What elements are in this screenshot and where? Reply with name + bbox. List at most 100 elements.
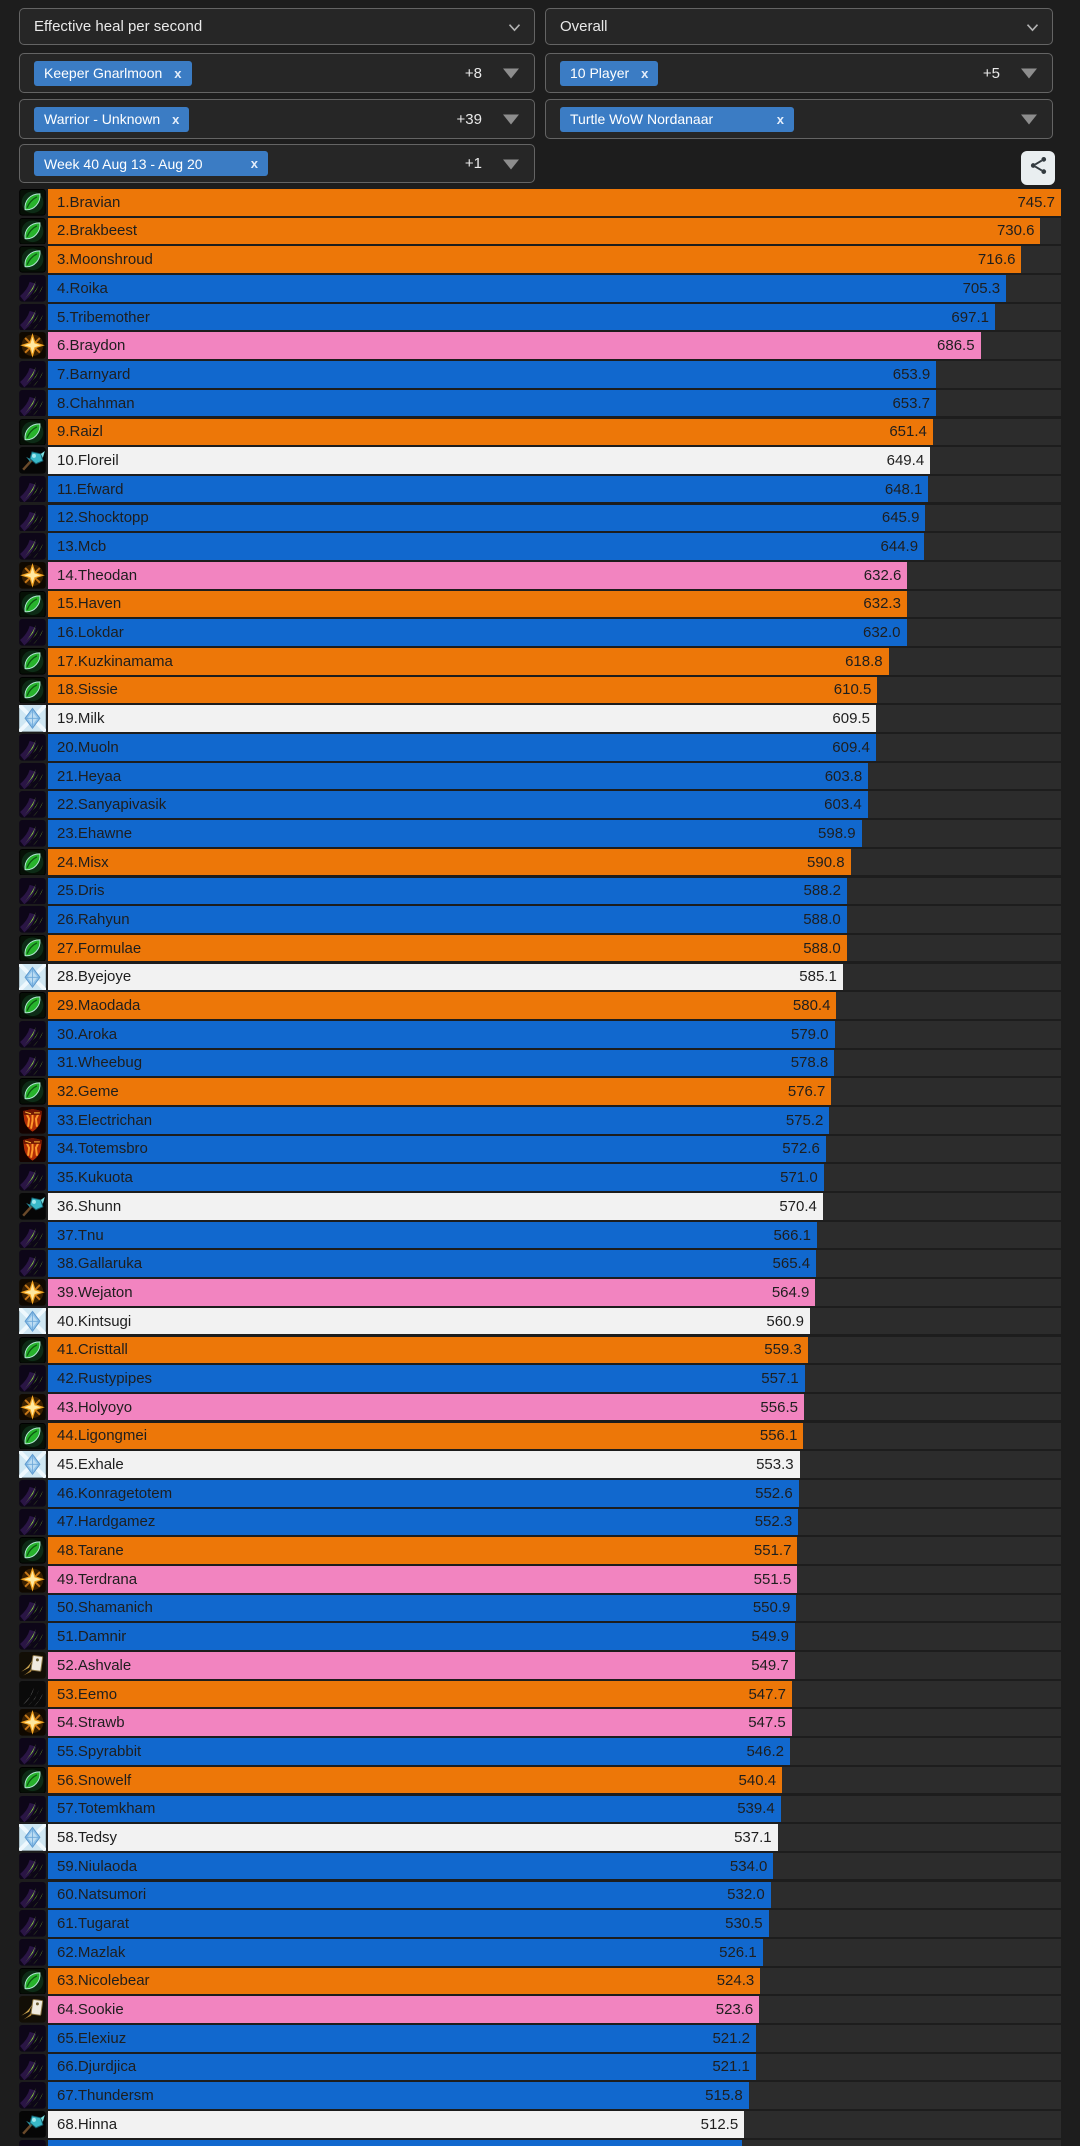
- leaderboard-row[interactable]: 63.Nicolebear 524.3: [0, 1967, 1080, 1995]
- leaderboard-row[interactable]: 45.Exhale 553.3: [0, 1451, 1080, 1478]
- leaderboard-row[interactable]: 39.Wejaton 564.9: [0, 1279, 1080, 1306]
- dropdown-arrow-icon[interactable]: [503, 159, 519, 169]
- remove-tag-icon[interactable]: x: [172, 111, 180, 127]
- leaderboard-row[interactable]: 46.Konragetotem 552.6: [0, 1479, 1080, 1507]
- leaderboard-row[interactable]: 56.Snowelf 540.4: [0, 1766, 1080, 1794]
- leaderboard-row[interactable]: 66.Djurdjica 521.1: [0, 2053, 1080, 2081]
- filter-tag-raid-size[interactable]: 10 Player x: [560, 60, 659, 86]
- leaderboard-row[interactable]: 1.Bravian 745.7: [0, 189, 1080, 216]
- leaderboard-row[interactable]: 54.Strawb 547.5: [0, 1709, 1080, 1737]
- leaderboard-row[interactable]: 21.Heyaa 603.8: [0, 762, 1080, 790]
- leaderboard-row[interactable]: 11.Efward 648.1: [0, 475, 1080, 503]
- leaderboard-row[interactable]: 4.Roika 705.3: [0, 275, 1080, 302]
- leaderboard-row[interactable]: 61.Tugarat 530.5: [0, 1910, 1080, 1937]
- raid-size-filter[interactable]: 10 Player x +5: [545, 53, 1053, 93]
- leaderboard-row[interactable]: 60.Natsumori 532.0: [0, 1881, 1080, 1909]
- leaderboard-row[interactable]: 57.Totemkham 539.4: [0, 1795, 1080, 1823]
- leaderboard-row[interactable]: 64.Sookie 523.6: [0, 1996, 1080, 2023]
- metric-select-value: Effective heal per second: [34, 18, 203, 35]
- leaderboard-row[interactable]: 22.Sanyapivasik 603.4: [0, 791, 1080, 819]
- dropdown-arrow-icon[interactable]: [1021, 114, 1037, 125]
- leaderboard-row[interactable]: 37.Tnu 566.1: [0, 1221, 1080, 1249]
- leaderboard-row[interactable]: 27.Formulae 588.0: [0, 934, 1080, 962]
- metric-select[interactable]: Effective heal per second: [19, 8, 535, 45]
- leaderboard-row[interactable]: 47.Hardgamez 552.3: [0, 1508, 1080, 1536]
- value-bar: 53.Eemo 547.7: [48, 1680, 793, 1708]
- leaderboard-row[interactable]: 3.Moonshroud 716.6: [0, 246, 1080, 273]
- remove-tag-icon[interactable]: x: [250, 156, 258, 171]
- leaderboard-row[interactable]: 59.Niulaoda 534.0: [0, 1852, 1080, 1880]
- leaderboard-row[interactable]: 24.Misx 590.8: [0, 848, 1080, 876]
- leaderboard-row[interactable]: 41.Cristtall 559.3: [0, 1336, 1080, 1364]
- leaderboard-row[interactable]: 23.Ehawne 598.9: [0, 820, 1080, 847]
- leaderboard-row[interactable]: 52.Ashvale 549.7: [0, 1652, 1080, 1679]
- leaderboard-row[interactable]: 35.Kukuota 571.0: [0, 1164, 1080, 1191]
- leaderboard-row[interactable]: 20.Muoln 609.4: [0, 734, 1080, 761]
- player-value: 512.5: [700, 2115, 739, 2133]
- dropdown-arrow-icon[interactable]: [1021, 68, 1037, 79]
- player-value: 539.4: [737, 1800, 775, 1818]
- value-bar: 3.Moonshroud 716.6: [48, 246, 1022, 273]
- dropdown-arrow-icon[interactable]: [503, 114, 519, 125]
- leaderboard-row[interactable]: 53.Eemo 547.7: [0, 1680, 1080, 1708]
- share-button[interactable]: [1021, 151, 1055, 185]
- leaderboard-row[interactable]: 25.Dris 588.2: [0, 877, 1080, 905]
- leaderboard-row[interactable]: 5.Tribemother 697.1: [0, 303, 1080, 331]
- leaderboard-row[interactable]: 44.Ligongmei 556.1: [0, 1422, 1080, 1450]
- leaderboard-row[interactable]: 18.Sissie 610.5: [0, 676, 1080, 704]
- filter-tag-class[interactable]: Warrior - Unknown x: [34, 106, 190, 132]
- leaderboard-row[interactable]: 68.Hinna 512.5: [0, 2111, 1080, 2138]
- leaderboard-row[interactable]: 12.Shocktopp 645.9: [0, 504, 1080, 532]
- leaderboard-row[interactable]: 67.Thundersm 515.8: [0, 2082, 1080, 2109]
- leaderboard-row[interactable]: 50.Shamanich 550.9: [0, 1594, 1080, 1622]
- leaderboard-row[interactable]: 62.Mazlak 526.1: [0, 1938, 1080, 1966]
- leaderboard-row[interactable]: 19.Milk 609.5: [0, 705, 1080, 732]
- leaderboard-row[interactable]: 42.Rustypipes 557.1: [0, 1365, 1080, 1392]
- leaderboard-row[interactable]: 65.Elexiuz 521.2: [0, 2025, 1080, 2052]
- leaderboard-row[interactable]: 49.Terdrana 551.5: [0, 1566, 1080, 1593]
- leaderboard-row[interactable]: 51.Damnir 549.9: [0, 1623, 1080, 1650]
- category-select[interactable]: Overall: [545, 8, 1053, 45]
- leaderboard-row[interactable]: 38.Gallaruka 565.4: [0, 1250, 1080, 1278]
- leaderboard-row[interactable]: 32.Geme 576.7: [0, 1078, 1080, 1105]
- leaderboard-row[interactable]: 30.Aroka 579.0: [0, 1020, 1080, 1048]
- boss-filter[interactable]: Keeper Gnarlmoon x +8: [19, 53, 535, 93]
- libram-icon: [19, 1996, 46, 2023]
- class-filter[interactable]: Warrior - Unknown x +39: [19, 99, 535, 139]
- leaderboard-row[interactable]: 7.Barnyard 653.9: [0, 361, 1080, 388]
- leaderboard-row[interactable]: 2.Brakbeest 730.6: [0, 217, 1080, 245]
- leaderboard-row[interactable]: 9.Raizl 651.4: [0, 418, 1080, 446]
- leaderboard-row[interactable]: 6.Braydon 686.5: [0, 332, 1080, 360]
- filter-tag-boss[interactable]: Keeper Gnarlmoon x: [34, 60, 192, 86]
- leaderboard-row[interactable]: 34.Totemsbro 572.6: [0, 1135, 1080, 1163]
- leaderboard-row[interactable]: 58.Tedsy 537.1: [0, 1824, 1080, 1851]
- leaderboard-row[interactable]: 29.Maodada 580.4: [0, 992, 1080, 1019]
- leaderboard-row[interactable]: 40.Kintsugi 560.9: [0, 1307, 1080, 1335]
- leaderboard-row[interactable]: 31.Wheebug 578.8: [0, 1049, 1080, 1077]
- remove-tag-icon[interactable]: x: [174, 65, 182, 81]
- leaderboard-row[interactable]: 43.Holyoyo 556.5: [0, 1393, 1080, 1421]
- leaderboard-row[interactable]: 10.Floreil 649.4: [0, 447, 1080, 474]
- leaderboard-row[interactable]: 8.Chahman 653.7: [0, 389, 1080, 417]
- week-filter[interactable]: Week 40 Aug 13 - Aug 20 x +1: [19, 144, 535, 183]
- dropdown-arrow-icon[interactable]: [503, 68, 519, 79]
- leaderboard-row[interactable]: 17.Kuzkinamama 618.8: [0, 648, 1080, 675]
- leaderboard-row[interactable]: 28.Byejoye 585.1: [0, 963, 1080, 991]
- bar-track: 27.Formulae 588.0: [48, 934, 1061, 962]
- leaderboard-row[interactable]: 15.Haven 632.3: [0, 590, 1080, 618]
- leaderboard-row[interactable]: 55.Spyrabbit 546.2: [0, 1738, 1080, 1765]
- leaderboard-row[interactable]: 48.Tarane 551.7: [0, 1537, 1080, 1564]
- leaderboard-row[interactable]: 33.Electrichan 575.2: [0, 1107, 1080, 1134]
- remove-tag-icon[interactable]: x: [641, 65, 649, 81]
- filter-tag-server[interactable]: Turtle WoW Nordanaar x: [560, 106, 794, 132]
- leaderboard-row[interactable]: 36.Shunn 570.4: [0, 1193, 1080, 1220]
- server-filter[interactable]: Turtle WoW Nordanaar x: [545, 99, 1053, 139]
- leaderboard-row[interactable]: [0, 2139, 1080, 2146]
- leaderboard-row[interactable]: 14.Theodan 632.6: [0, 561, 1080, 589]
- leaderboard-row[interactable]: 16.Lokdar 632.0: [0, 619, 1080, 646]
- bar-track: 59.Niulaoda 534.0: [48, 1852, 1061, 1880]
- filter-tag-week[interactable]: Week 40 Aug 13 - Aug 20 x: [34, 151, 268, 176]
- remove-tag-icon[interactable]: x: [776, 111, 784, 127]
- leaderboard-row[interactable]: 13.Mcb 644.9: [0, 533, 1080, 560]
- leaderboard-row[interactable]: 26.Rahyun 588.0: [0, 906, 1080, 933]
